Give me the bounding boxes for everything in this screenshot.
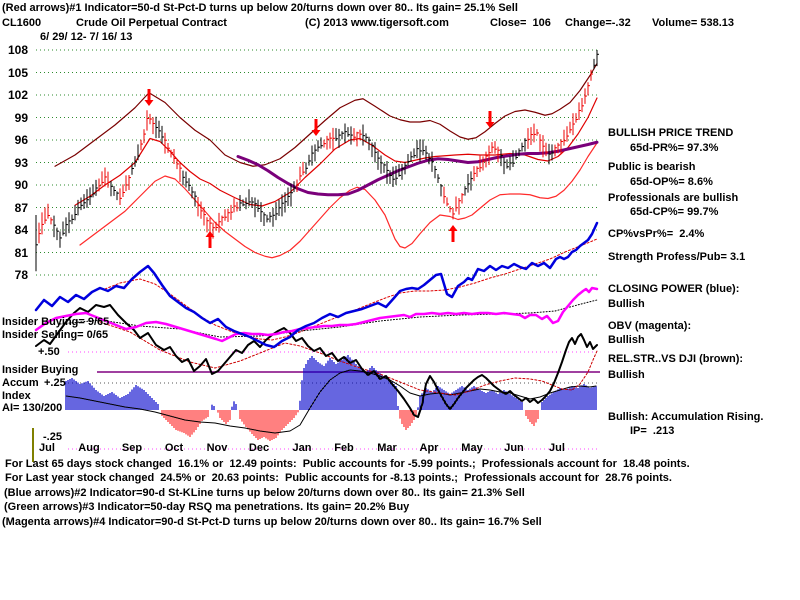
overlay-label: +.25 bbox=[44, 377, 66, 389]
overlay-label: Index bbox=[2, 390, 31, 402]
volume-value: Volume= 538.13 bbox=[652, 17, 735, 29]
month-label: Sep bbox=[121, 442, 143, 454]
price-axis-tick: 102 bbox=[7, 88, 28, 102]
panel-text-line: OBV (magenta): bbox=[608, 320, 692, 332]
change-value: Change=-.32 bbox=[565, 17, 631, 29]
month-label: Aug bbox=[78, 442, 100, 454]
price-axis-tick: 90 bbox=[14, 178, 28, 192]
month-label: Jul bbox=[549, 442, 565, 454]
price-axis-tick: 96 bbox=[14, 133, 28, 147]
panel-text-line: REL.STR..VS DJI (brown): bbox=[608, 353, 744, 365]
price-axis-tick: 84 bbox=[14, 223, 28, 237]
panel-text-line: 65d-CP%= 99.7% bbox=[630, 206, 719, 218]
overlay-label: Insider Buying bbox=[2, 364, 79, 376]
panel-text-line: Bullish bbox=[608, 369, 645, 381]
date-range: 6/ 29/ 12- 7/ 16/ 13 bbox=[40, 31, 133, 43]
panel-text-line: 65d-PR%= 97.3% bbox=[630, 142, 719, 154]
footer-line: For Last year stock changed 24.5% or 20.… bbox=[5, 472, 672, 484]
overlay-label: Accum bbox=[2, 377, 39, 389]
panel-text-line: IP= .213 bbox=[630, 425, 675, 437]
month-label: Jul bbox=[39, 442, 55, 454]
panel-text-line: Strength Profess/Pub= 3.1 bbox=[608, 251, 746, 263]
footer-line: For Last 65 days stock changed 16.1% or … bbox=[5, 458, 690, 470]
price-axis-tick: 81 bbox=[14, 245, 28, 260]
month-label: Dec bbox=[248, 442, 270, 454]
footer-line: (Green arrows)#3 Indicator=50-day RSQ ma… bbox=[4, 501, 410, 513]
footer-line: (Blue arrows)#2 Indicator=90-d St-KLine … bbox=[4, 487, 525, 499]
panel-text-line: Bullish bbox=[608, 298, 645, 310]
panel-text-line: Bullish bbox=[608, 334, 645, 346]
panel-text-line: Professionals are bullish bbox=[608, 192, 739, 204]
price-axis-tick: 108 bbox=[7, 43, 28, 57]
panel-text-line: Public is bearish bbox=[608, 161, 696, 173]
close-value: Close= 106 bbox=[490, 17, 551, 29]
contract-name: Crude Oil Perpetual Contract bbox=[76, 17, 227, 29]
symbol-label: CL1600 bbox=[2, 17, 42, 29]
month-label: Apr bbox=[419, 442, 439, 454]
price-axis-tick: 105 bbox=[7, 65, 28, 80]
overlay-label: Insider Buying= 9/65 bbox=[2, 316, 110, 328]
month-label: Feb bbox=[334, 442, 354, 454]
panel-text-line: CLOSING POWER (blue): bbox=[608, 283, 740, 295]
panel-text-line: BULLISH PRICE TREND bbox=[608, 127, 734, 139]
panel-text-line: CP%vsPr%= 2.4% bbox=[608, 228, 705, 240]
overlay-label: +.50 bbox=[38, 346, 60, 358]
price-axis-tick: 78 bbox=[14, 268, 28, 282]
month-label: Mar bbox=[377, 442, 397, 454]
footer-line: (Magenta arrows)#4 Indicator=90-d St-Pct… bbox=[2, 516, 542, 528]
month-label: Nov bbox=[206, 442, 228, 454]
month-label: May bbox=[461, 442, 483, 454]
panel-text-line: 65d-OP%= 8.6% bbox=[630, 176, 713, 188]
month-label: Oct bbox=[164, 442, 184, 454]
indicator-1-legend: (Red arrows)#1 Indicator=50-d St-Pct-D t… bbox=[2, 2, 518, 14]
overlay-label: Insider Selling= 0/65 bbox=[2, 329, 109, 341]
panel-text-line: Bullish: Accumulation Rising. bbox=[608, 411, 764, 423]
overlay-label: -.25 bbox=[43, 431, 62, 443]
month-label: Jan bbox=[292, 442, 312, 454]
price-axis-tick: 87 bbox=[14, 200, 28, 215]
overlay-label: AI= 130/200 bbox=[2, 402, 63, 414]
month-label: Jun bbox=[504, 442, 524, 454]
price-axis-tick: 99 bbox=[14, 110, 28, 125]
copyright-label: (C) 2013 www.tigersoft.com bbox=[305, 17, 449, 29]
price-axis-tick: 93 bbox=[14, 155, 28, 170]
